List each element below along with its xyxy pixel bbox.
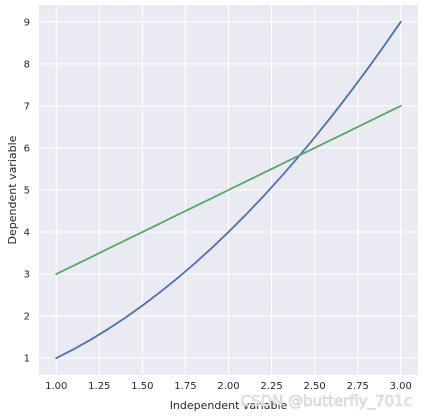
x-tick-label: 1.00 xyxy=(45,381,67,392)
x-tick-label: 3.00 xyxy=(390,381,412,392)
y-tick-label: 2 xyxy=(24,312,30,323)
x-tick-label: 2.25 xyxy=(260,381,282,392)
x-tick-label: 1.75 xyxy=(174,381,196,392)
x-tick-label: 2.50 xyxy=(304,381,326,392)
y-tick-label: 6 xyxy=(24,143,30,154)
y-tick-label: 9 xyxy=(24,17,30,28)
y-tick-label: 5 xyxy=(24,186,30,197)
x-axis-label: Independent variable xyxy=(170,399,288,412)
y-tick-label: 3 xyxy=(24,270,30,281)
series-line-2 xyxy=(55,105,402,275)
y-tick-label: 7 xyxy=(24,101,30,112)
series-layer xyxy=(55,20,402,360)
y-tick-labels: 1 2 3 4 5 6 7 8 9 xyxy=(24,17,30,364)
y-tick-label: 8 xyxy=(24,59,30,70)
watermark: CSDN @butterfly_701c xyxy=(241,392,412,411)
x-tick-labels: 1.00 1.25 1.50 1.75 2.00 2.25 2.50 2.75 3.00 xyxy=(45,381,412,392)
y-tick-label: 1 xyxy=(24,354,30,365)
x-tick-label: 1.25 xyxy=(88,381,110,392)
series-line-1 xyxy=(55,20,402,360)
y-tick-label: 4 xyxy=(24,228,30,239)
x-tick-label: 2.75 xyxy=(347,381,369,392)
x-tick-label: 2.00 xyxy=(217,381,239,392)
y-axis-label: Dependent variable xyxy=(6,135,19,244)
x-tick-label: 1.50 xyxy=(131,381,153,392)
